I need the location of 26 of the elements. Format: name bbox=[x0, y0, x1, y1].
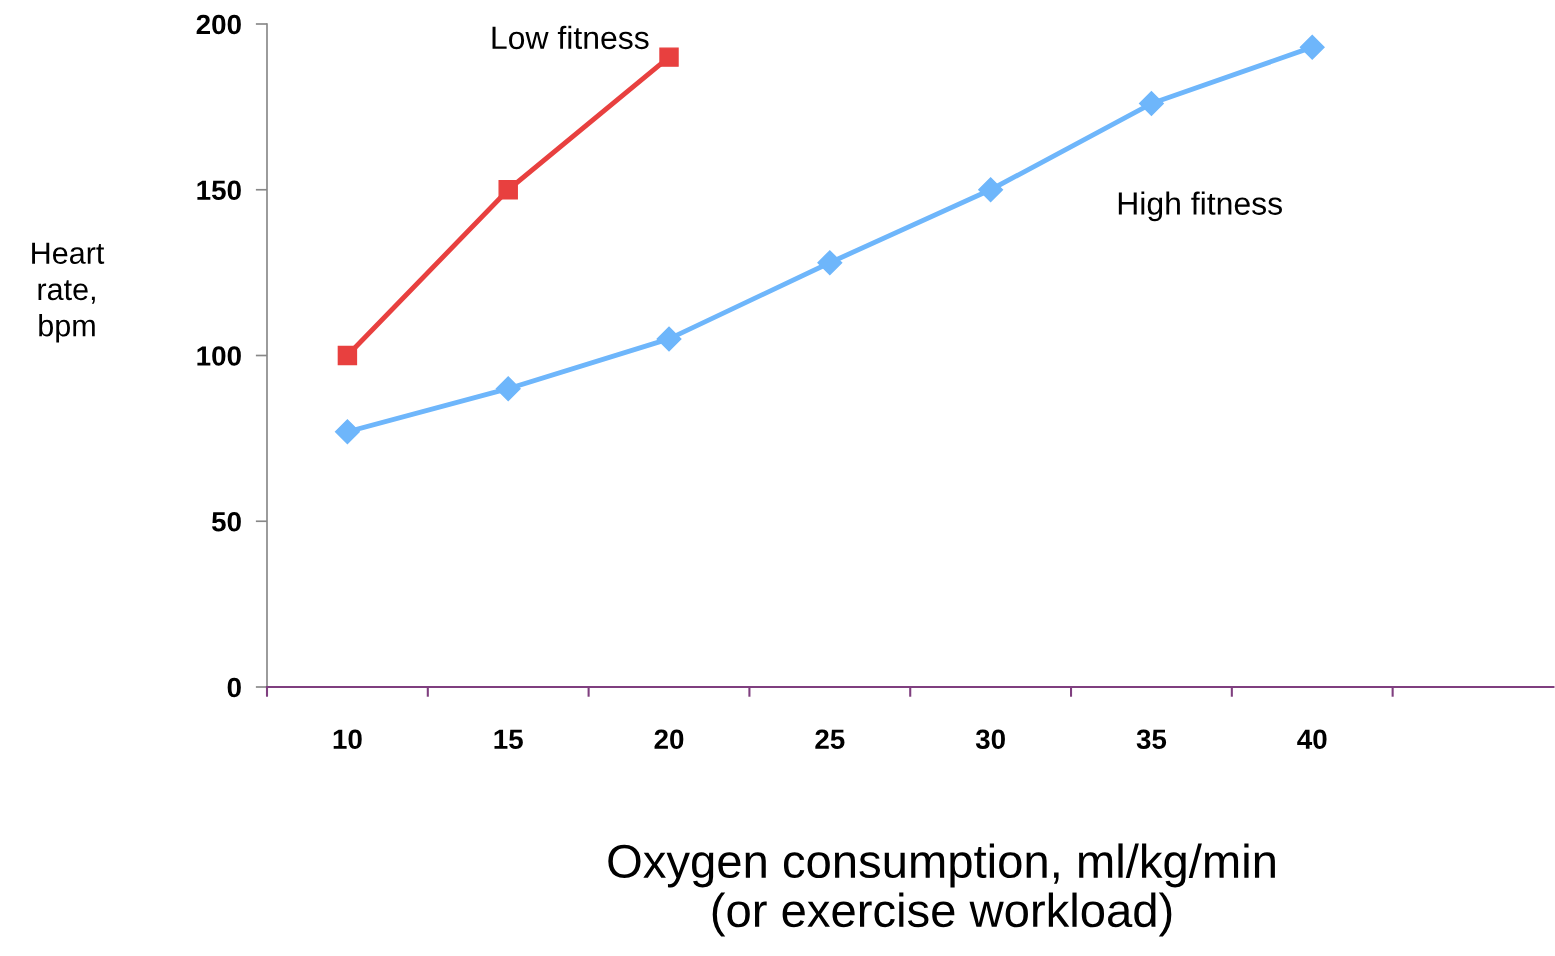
x-tick-label: 25 bbox=[815, 729, 845, 750]
x-tick-label: 30 bbox=[975, 729, 1005, 750]
y-tick-label: 200 bbox=[196, 14, 241, 35]
series-label: Low fitness bbox=[492, 25, 649, 50]
x-axis-title: Oxygen consumption, ml/kg/min (or exercise workload) bbox=[608, 843, 1275, 937]
y-tick-label: 50 bbox=[211, 511, 241, 532]
point bbox=[334, 419, 360, 445]
y-tick-label: 0 bbox=[227, 677, 241, 698]
x-tick-label: 10 bbox=[333, 729, 362, 750]
x-tick-label: 40 bbox=[1297, 729, 1327, 750]
point bbox=[656, 326, 682, 352]
point bbox=[1138, 91, 1164, 117]
point bbox=[498, 180, 518, 200]
series-label: High fitness bbox=[1118, 191, 1282, 222]
point bbox=[978, 177, 1004, 203]
x-tick-label: 20 bbox=[654, 729, 684, 750]
y-axis-title: Heart rate, bpm bbox=[32, 242, 105, 343]
point bbox=[337, 345, 358, 366]
x-tick-label: 35 bbox=[1136, 729, 1167, 750]
point bbox=[495, 376, 521, 402]
y-tick-label: 150 bbox=[197, 180, 241, 201]
point bbox=[659, 47, 679, 67]
y-tick-label: 100 bbox=[197, 346, 241, 366]
point bbox=[817, 250, 843, 276]
x-tick-label: 15 bbox=[494, 729, 523, 750]
point bbox=[1299, 34, 1325, 60]
